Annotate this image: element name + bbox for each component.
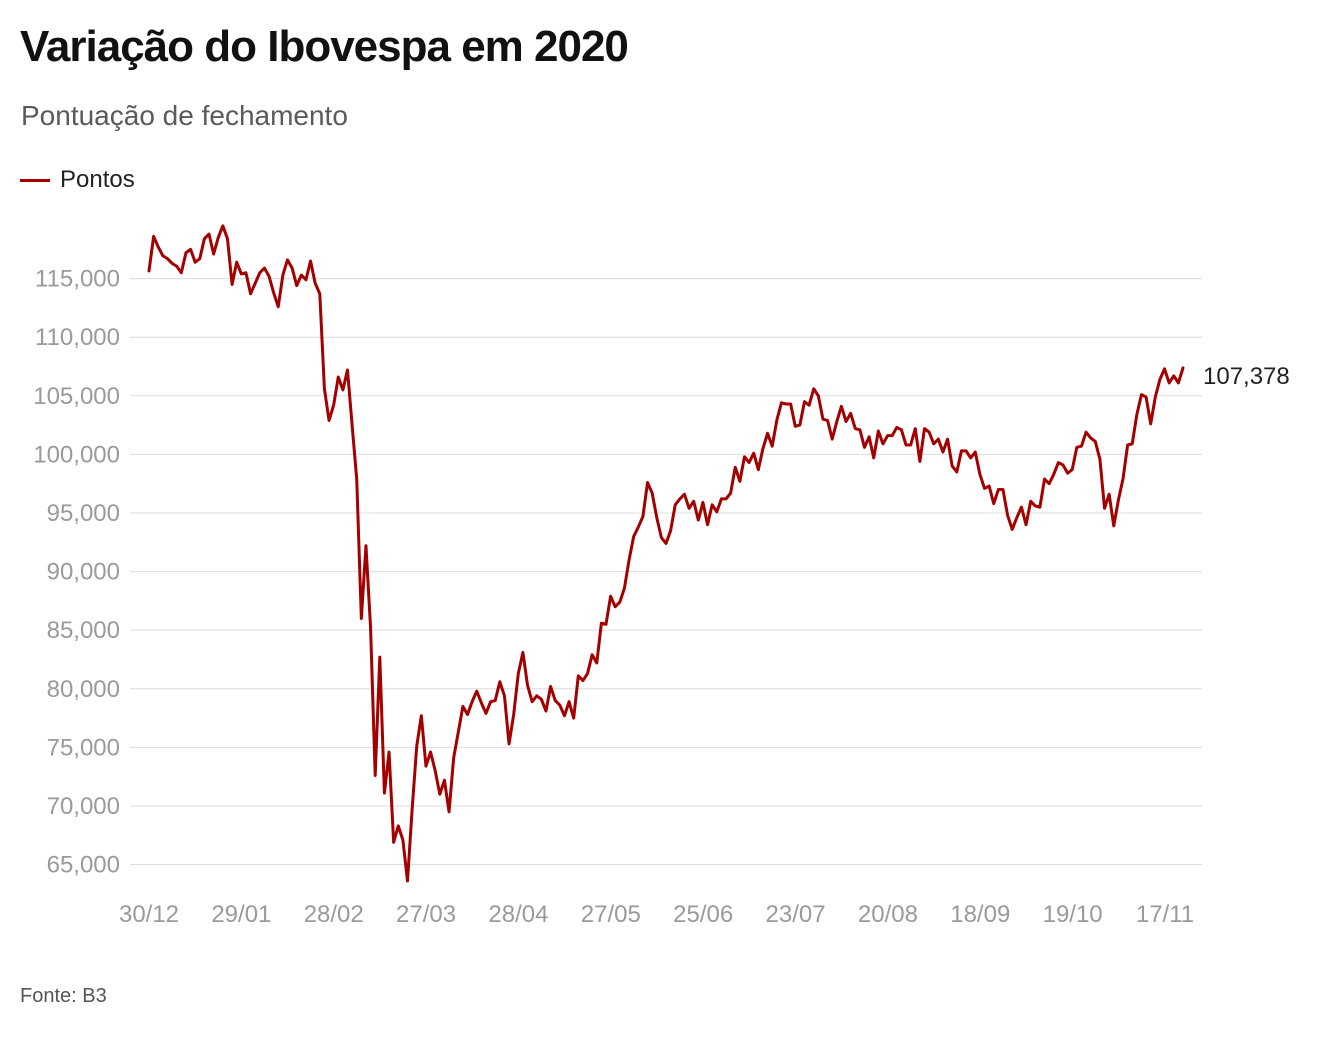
series: 107,378 (147, 224, 1290, 883)
x-tick-label: 27/05 (581, 901, 641, 928)
x-tick-label: 20/08 (858, 901, 918, 928)
x-tick-label: 18/09 (950, 901, 1010, 928)
x-tick-label: 25/06 (673, 901, 733, 928)
legend-swatch (20, 178, 50, 182)
x-tick-label: 29/01 (211, 901, 271, 928)
series-line-pontos (147, 224, 1185, 883)
y-tick-label: 90,000 (47, 559, 120, 586)
x-tick-label: 23/07 (766, 901, 826, 928)
x-axis: 30/12 29/01 28/02 27/03 28/04 27/05 25/06 23/07… (119, 901, 1194, 928)
legend-label: Pontos (60, 166, 135, 193)
x-tick-label: 27/03 (396, 901, 456, 928)
end-value-label: 107,378 (1203, 363, 1290, 390)
x-tick-label: 17/11 (1136, 901, 1194, 928)
y-tick-label: 85,000 (47, 617, 120, 644)
y-tick-label: 100,000 (33, 441, 120, 468)
y-tick-label: 65,000 (47, 852, 120, 879)
y-tick-label: 75,000 (47, 734, 120, 761)
x-tick-label: 30/12 (119, 901, 179, 928)
y-tick-label: 115,000 (35, 266, 120, 293)
y-tick-label: 95,000 (47, 500, 120, 527)
y-axis: 65,000 70,000 75,000 80,000 85,000 90,000 95,0… (33, 266, 120, 879)
y-tick-label: 105,000 (33, 383, 120, 410)
source-note: Fonte: B3 (20, 985, 107, 1007)
y-tick-label: 80,000 (47, 676, 120, 703)
x-tick-label: 19/10 (1043, 901, 1103, 928)
y-tick-label: 70,000 (47, 793, 120, 820)
x-tick-label: 28/02 (304, 901, 364, 928)
gridlines (130, 278, 1202, 866)
legend: Pontos (20, 165, 135, 195)
x-tick-label: 28/04 (488, 901, 548, 928)
chart-title: Variação do Ibovespa em 2020 (20, 22, 629, 71)
chart-subtitle: Pontuação de fechamento (21, 100, 348, 131)
y-tick-label: 110,000 (35, 324, 120, 351)
line-chart: 65,000 70,000 75,000 80,000 85,000 90,000 95,0… (33, 224, 1290, 928)
